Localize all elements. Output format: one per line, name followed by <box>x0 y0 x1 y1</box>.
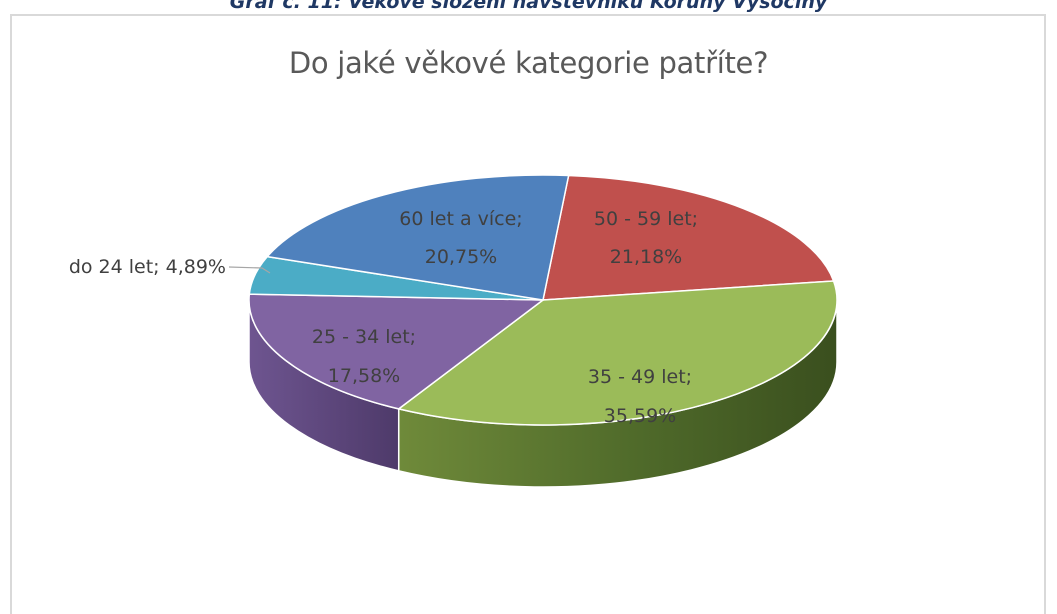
data-label-50-59-line1: 50 - 59 let; <box>594 208 698 230</box>
data-label-50-59-line2: 21,18% <box>610 246 682 268</box>
pie-slice-35-49-let <box>396 280 838 426</box>
pie-slice-50-59-let <box>542 174 835 301</box>
figure-caption: Graf č. 11: Věkové složení návštěvníků K… <box>229 0 828 13</box>
pie-slice-25-34-let <box>248 293 546 410</box>
data-label-do-24-line1: do 24 let; 4,89% <box>69 256 226 278</box>
chart-title: Do jaké věkové kategorie patříte? <box>288 46 769 80</box>
data-label-35-49-line2: 35,59% <box>604 405 676 427</box>
leader-line-do-24-let <box>228 266 271 274</box>
data-label-25-34-line2: 17,58% <box>328 365 400 387</box>
data-label-35-49-line1: 35 - 49 let; <box>588 366 692 388</box>
data-label-60-plus-line2: 20,75% <box>425 246 497 268</box>
data-label-25-34-line1: 25 - 34 let; <box>312 326 416 348</box>
data-label-60-plus-line1: 60 let a více; <box>399 208 522 230</box>
pie-slice-60-let-a-v-ce <box>265 174 570 301</box>
